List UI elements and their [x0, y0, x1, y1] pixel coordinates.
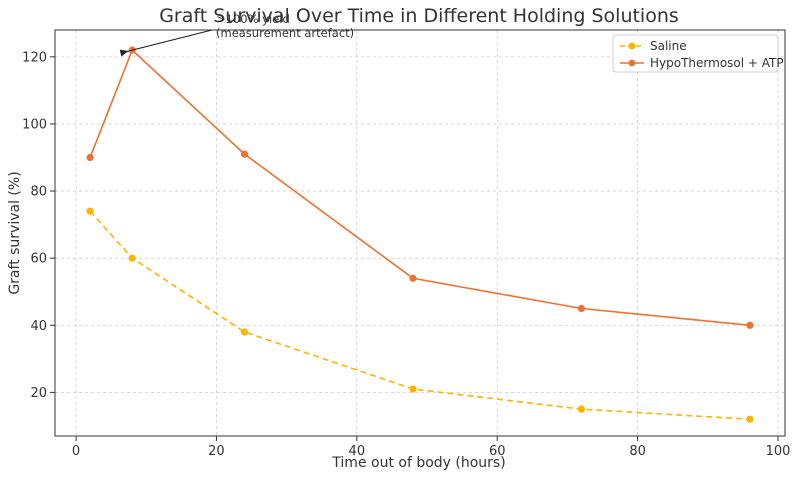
y-tick-label: 20 [30, 386, 47, 401]
plot-area-frame [54, 29, 786, 437]
y-tick-label: 60 [30, 252, 47, 267]
data-point-0-4 [577, 405, 586, 413]
data-point-1-4 [577, 304, 586, 313]
data-point-0-0 [86, 207, 94, 215]
grid-lines [55, 30, 785, 436]
y-tick-label: 80 [30, 185, 47, 200]
x-tick-label: 0 [72, 444, 80, 459]
annotation-line-1: >100% yield [216, 12, 290, 26]
y-tick-label: 100 [22, 117, 47, 132]
annotation-arrow [120, 29, 213, 54]
data-point-1-2 [240, 150, 249, 158]
legend: Saline HypoThermosol + ATP [612, 34, 784, 73]
legend-box [612, 34, 779, 73]
series-layer [86, 46, 754, 423]
x-tick-label: 20 [208, 444, 225, 459]
x-tick-label: 80 [629, 444, 646, 459]
legend-swatch-marker-0 [628, 42, 636, 50]
legend-label-0: Saline [650, 39, 687, 53]
data-point-0-5 [746, 415, 754, 423]
x-tick-label: 60 [489, 444, 506, 459]
x-tick-label: 100 [766, 444, 791, 459]
data-point-1-5 [746, 321, 754, 329]
series-line-1 [89, 48, 750, 327]
legend-swatch-marker-1 [628, 59, 636, 67]
data-point-0-3 [409, 385, 417, 393]
annotation-arrowhead [119, 49, 129, 57]
axis-ticks: 0 20 40 60 80 100 20 40 60 80 100 120 [22, 50, 790, 459]
chart-title: Graft Survival Over Time in Different Ho… [159, 5, 679, 27]
y-tick-label: 120 [22, 50, 47, 65]
legend-label-1: HypoThermosol + ATP [650, 56, 784, 70]
annotation: >100% yield (measurement artefact) [119, 12, 354, 57]
x-axis-label: Time out of body (hours) [331, 455, 505, 471]
data-point-0-1 [128, 254, 136, 262]
annotation-line-2: (measurement artefact) [216, 26, 354, 40]
data-point-1-0 [86, 153, 94, 162]
y-tick-label: 40 [30, 319, 47, 334]
data-point-1-3 [409, 274, 417, 282]
legend-items: Saline HypoThermosol + ATP [620, 39, 784, 70]
x-tick-label: 40 [349, 444, 366, 459]
data-point-0-2 [240, 328, 249, 336]
y-axis-label: Graft survival (%) [7, 171, 23, 294]
series-line-0 [89, 210, 750, 421]
